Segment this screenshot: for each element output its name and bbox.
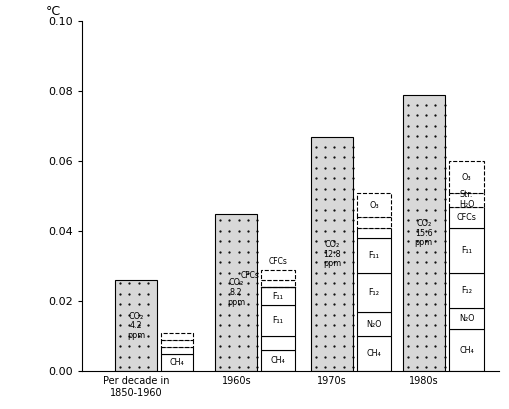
Bar xyxy=(448,161,484,193)
Bar xyxy=(215,214,257,371)
Text: CH₄: CH₄ xyxy=(366,349,380,358)
Bar xyxy=(261,337,294,351)
Text: CFCs: CFCs xyxy=(240,271,259,280)
Bar xyxy=(161,340,192,347)
Text: CH₄: CH₄ xyxy=(270,356,285,365)
Bar xyxy=(310,137,352,371)
Bar xyxy=(356,238,390,273)
Bar xyxy=(261,305,294,337)
Text: F₁₁: F₁₁ xyxy=(367,252,379,261)
Bar xyxy=(161,354,192,371)
Bar xyxy=(448,329,484,371)
Bar xyxy=(356,273,390,312)
Bar xyxy=(448,273,484,308)
Text: CFCs: CFCs xyxy=(268,257,287,266)
Bar xyxy=(115,281,157,371)
Bar xyxy=(356,337,390,371)
Text: CO₂
12.8
ppm: CO₂ 12.8 ppm xyxy=(322,240,341,268)
Text: CFCs: CFCs xyxy=(456,213,475,222)
Bar xyxy=(448,193,484,207)
Text: O₃: O₃ xyxy=(461,173,470,182)
Text: CO₂
4.2
ppm: CO₂ 4.2 ppm xyxy=(127,312,145,340)
Text: CH₄: CH₄ xyxy=(169,358,184,367)
Bar xyxy=(161,333,192,340)
Text: F₁₁: F₁₁ xyxy=(460,246,471,255)
Bar xyxy=(261,288,294,305)
Text: F₁₁: F₁₁ xyxy=(272,316,283,325)
Bar xyxy=(261,351,294,371)
Text: Str.
H₂O: Str. H₂O xyxy=(458,191,473,209)
Bar xyxy=(448,308,484,329)
Bar xyxy=(356,312,390,337)
Text: F₁₂: F₁₂ xyxy=(367,288,379,297)
Text: O₃: O₃ xyxy=(369,200,378,209)
Bar xyxy=(161,347,192,354)
Text: N₂O: N₂O xyxy=(458,315,473,324)
Text: N₂O: N₂O xyxy=(365,320,381,329)
Text: CH₄: CH₄ xyxy=(458,346,473,355)
Y-axis label: °C: °C xyxy=(45,5,60,18)
Bar xyxy=(356,217,390,228)
Text: F₁₂: F₁₂ xyxy=(460,286,471,295)
Bar xyxy=(356,228,390,238)
Bar xyxy=(448,207,484,228)
Bar xyxy=(356,193,390,217)
Bar xyxy=(261,281,294,288)
Text: CO₂
15.6
ppm: CO₂ 15.6 ppm xyxy=(414,219,432,247)
Text: F₁₁: F₁₁ xyxy=(272,292,283,301)
Bar xyxy=(402,95,444,371)
Bar xyxy=(448,228,484,273)
Text: CO₂
8.2
ppm: CO₂ 8.2 ppm xyxy=(227,279,245,307)
Bar xyxy=(261,270,294,281)
